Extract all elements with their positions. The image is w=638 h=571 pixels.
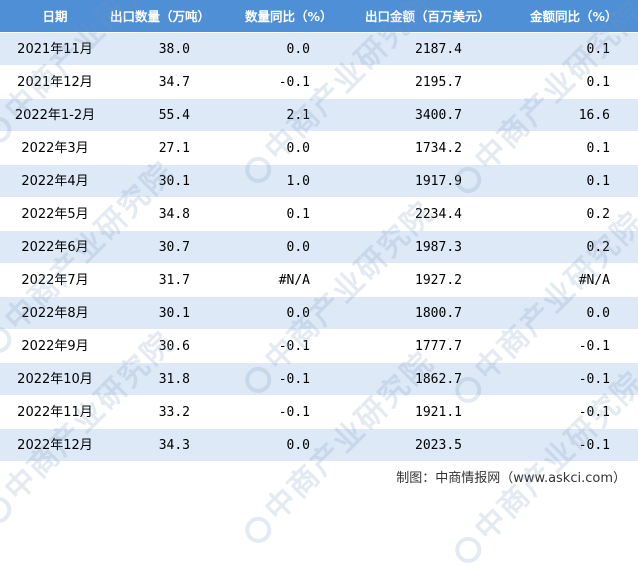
date-cell: 2022年1-2月 bbox=[14, 108, 96, 123]
amount-cell: 2187.4 bbox=[415, 42, 462, 57]
amount-cell: 2023.5 bbox=[415, 438, 462, 453]
watermark-circle-icon bbox=[449, 531, 487, 568]
date-cell: 2022年6月 bbox=[21, 240, 89, 255]
header-date: 日期 bbox=[42, 9, 68, 24]
quantity-yoy-cell: 0.0 bbox=[286, 42, 310, 57]
table-row: 2022年12月 34.3 0.0 2023.5 -0.1 bbox=[0, 429, 638, 462]
quantity-yoy-cell: 0.0 bbox=[286, 306, 310, 321]
date-cell: 2022年7月 bbox=[21, 273, 89, 288]
date-cell: 2022年11月 bbox=[17, 405, 93, 420]
amount-yoy-cell: 0.1 bbox=[586, 174, 610, 189]
amount-cell: 2234.4 bbox=[415, 207, 462, 222]
table-row: 2022年11月 33.2 -0.1 1921.1 -0.1 bbox=[0, 396, 638, 429]
amount-cell: 3400.7 bbox=[415, 108, 462, 123]
quantity-cell: 31.8 bbox=[158, 372, 190, 387]
table-row: 2022年7月 31.7 #N/A 1927.2 #N/A bbox=[0, 264, 638, 297]
quantity-yoy-cell: 1.0 bbox=[286, 174, 310, 189]
amount-yoy-cell: 0.1 bbox=[586, 75, 610, 90]
amount-cell: 1800.7 bbox=[415, 306, 462, 321]
date-cell: 2022年8月 bbox=[21, 306, 89, 321]
date-cell: 2022年12月 bbox=[17, 438, 93, 453]
quantity-yoy-cell: #N/A bbox=[278, 273, 310, 288]
header-export-quantity: 出口数量（万吨） bbox=[110, 9, 211, 24]
amount-cell: 1927.2 bbox=[415, 273, 462, 288]
amount-cell: 1862.7 bbox=[415, 372, 462, 387]
amount-yoy-cell: -0.1 bbox=[578, 438, 610, 453]
watermark-circle-icon bbox=[239, 511, 277, 548]
amount-cell: 1734.2 bbox=[415, 141, 462, 156]
date-cell: 2022年4月 bbox=[21, 174, 89, 189]
table-row: 2022年1-2月 55.4 2.1 3400.7 16.6 bbox=[0, 99, 638, 132]
quantity-yoy-cell: 0.1 bbox=[286, 207, 310, 222]
table-row: 2021年11月 38.0 0.0 2187.4 0.1 bbox=[0, 33, 638, 66]
date-cell: 2021年12月 bbox=[17, 75, 93, 90]
amount-yoy-cell: #N/A bbox=[578, 273, 610, 288]
quantity-yoy-cell: -0.1 bbox=[278, 372, 310, 387]
quantity-yoy-cell: 0.0 bbox=[286, 438, 310, 453]
amount-cell: 1987.3 bbox=[415, 240, 462, 255]
quantity-cell: 34.7 bbox=[158, 75, 190, 90]
amount-cell: 1917.9 bbox=[415, 174, 462, 189]
quantity-yoy-cell: 0.0 bbox=[286, 141, 310, 156]
watermark-circle-icon bbox=[0, 491, 17, 528]
source-note: 制图：中商情报网（www.askci.com） bbox=[396, 471, 626, 486]
quantity-cell: 38.0 bbox=[158, 42, 190, 57]
amount-cell: 1921.1 bbox=[415, 405, 462, 420]
table-body: 2021年11月 38.0 0.0 2187.4 0.1 2021年12月 34.7 -0.1… bbox=[0, 33, 638, 462]
date-cell: 2022年3月 bbox=[21, 141, 89, 156]
date-cell: 2021年11月 bbox=[17, 42, 93, 57]
quantity-yoy-cell: 2.1 bbox=[286, 108, 310, 123]
quantity-cell: 30.1 bbox=[158, 306, 190, 321]
quantity-cell: 55.4 bbox=[158, 108, 190, 123]
header-quantity-yoy: 数量同比（%） bbox=[245, 9, 333, 24]
quantity-cell: 30.6 bbox=[158, 339, 190, 354]
table-row: 2021年12月 34.7 -0.1 2195.7 0.1 bbox=[0, 66, 638, 99]
quantity-yoy-cell: 0.0 bbox=[286, 240, 310, 255]
date-cell: 2022年10月 bbox=[17, 372, 93, 387]
amount-yoy-cell: 0.2 bbox=[586, 207, 610, 222]
amount-yoy-cell: 16.6 bbox=[578, 108, 610, 123]
footer: 制图：中商情报网（www.askci.com） bbox=[0, 462, 638, 496]
amount-yoy-cell: 0.1 bbox=[586, 42, 610, 57]
quantity-cell: 30.1 bbox=[158, 174, 190, 189]
quantity-cell: 30.7 bbox=[158, 240, 190, 255]
quantity-cell: 34.8 bbox=[158, 207, 190, 222]
header-amount-yoy: 金额同比（%） bbox=[530, 9, 618, 24]
table-row: 2022年4月 30.1 1.0 1917.9 0.1 bbox=[0, 165, 638, 198]
table-row: 2022年3月 27.1 0.0 1734.2 0.1 bbox=[0, 132, 638, 165]
table-row: 2022年9月 30.6 -0.1 1777.7 -0.1 bbox=[0, 330, 638, 363]
quantity-cell: 27.1 bbox=[158, 141, 190, 156]
quantity-yoy-cell: -0.1 bbox=[278, 75, 310, 90]
amount-yoy-cell: 0.1 bbox=[586, 141, 610, 156]
header-export-amount: 出口金额（百万美元） bbox=[365, 9, 491, 24]
amount-yoy-cell: 0.2 bbox=[586, 240, 610, 255]
amount-yoy-cell: 0.0 bbox=[586, 306, 610, 321]
quantity-yoy-cell: -0.1 bbox=[278, 405, 310, 420]
amount-yoy-cell: -0.1 bbox=[578, 405, 610, 420]
table-row: 2022年8月 30.1 0.0 1800.7 0.0 bbox=[0, 297, 638, 330]
quantity-cell: 34.3 bbox=[158, 438, 190, 453]
table-header-row: 日期 出口数量（万吨） 数量同比（%） 出口金额（百万美元） 金额同比（%） bbox=[0, 0, 638, 33]
table-row: 2022年10月 31.8 -0.1 1862.7 -0.1 bbox=[0, 363, 638, 396]
quantity-cell: 33.2 bbox=[158, 405, 190, 420]
quantity-cell: 31.7 bbox=[158, 273, 190, 288]
date-cell: 2022年5月 bbox=[21, 207, 89, 222]
amount-yoy-cell: -0.1 bbox=[578, 372, 610, 387]
table-row: 2022年5月 34.8 0.1 2234.4 0.2 bbox=[0, 198, 638, 231]
table-row: 2022年6月 30.7 0.0 1987.3 0.2 bbox=[0, 231, 638, 264]
amount-cell: 2195.7 bbox=[415, 75, 462, 90]
quantity-yoy-cell: -0.1 bbox=[278, 339, 310, 354]
export-data-table: 日期 出口数量（万吨） 数量同比（%） 出口金额（百万美元） 金额同比（%） 2… bbox=[0, 0, 638, 462]
amount-cell: 1777.7 bbox=[415, 339, 462, 354]
date-cell: 2022年9月 bbox=[21, 339, 89, 354]
amount-yoy-cell: -0.1 bbox=[578, 339, 610, 354]
